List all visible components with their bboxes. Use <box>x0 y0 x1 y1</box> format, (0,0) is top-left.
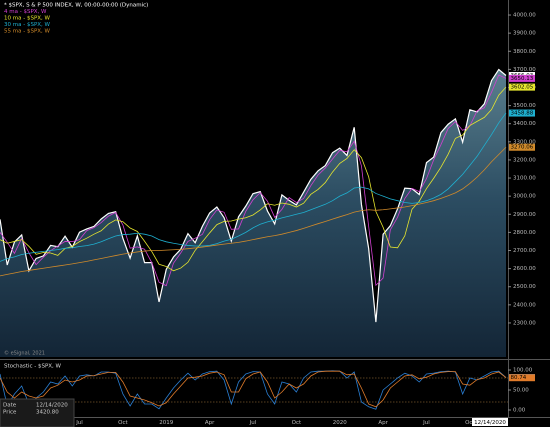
y-tick-label: 3700.00 <box>513 67 536 73</box>
y-tick-label: 3000.00 <box>513 194 536 200</box>
legend-entry: 4 ma - $SPX, W <box>4 9 47 15</box>
x-cursor-box <box>472 418 508 426</box>
y-tick-label: 2900.00 <box>513 212 536 218</box>
y-tick-label: 4000.00 <box>513 13 536 19</box>
x-tick-label: Jul <box>249 420 257 426</box>
x-tick-label: 12/14/2020 <box>474 420 506 426</box>
y-tick-label: 3800.00 <box>513 49 536 55</box>
y-tick-label: 0.00 <box>513 408 526 414</box>
last-value-box <box>509 374 535 382</box>
stoch-title: Stochastic - $SPX, W <box>4 364 62 370</box>
y-tick-label: 2400.00 <box>513 302 536 308</box>
x-tick-label: 2019 <box>159 420 173 426</box>
x-tick-label: Jul <box>75 420 83 426</box>
x-tick-label: Apr <box>205 420 215 426</box>
series-line <box>0 370 507 410</box>
y-tick-label: 2300.00 <box>513 320 536 326</box>
y-tick-label: 3200.00 <box>513 157 536 163</box>
data-window: Date 12/14/2020 Price 3420.80 <box>0 398 75 427</box>
last-value-label: 3650.13 <box>511 76 534 82</box>
last-value-label: 3602.05 <box>511 85 534 91</box>
y-tick-label: 50.00 <box>513 388 529 394</box>
legend-entry: 10 ma - $SPX, W <box>4 16 51 22</box>
last-value-box <box>509 143 535 151</box>
last-value-box <box>509 83 535 91</box>
y-tick-label: 2500.00 <box>513 284 536 290</box>
legend-entry: 55 ma - $SPX, W <box>4 29 51 35</box>
dw-value: 3420.80 <box>36 410 59 416</box>
x-tick-label: Oct <box>292 420 302 426</box>
legend-entry: 30 ma - $SPX, W <box>4 22 51 28</box>
dw-label: Price <box>3 410 17 416</box>
series-line <box>0 370 507 408</box>
y-tick-label: 3300.00 <box>513 139 536 145</box>
x-tick-label: Oct <box>118 420 128 426</box>
last-value-label: 3458.88 <box>511 111 534 117</box>
last-value-box <box>509 109 535 117</box>
y-tick-label: 3900.00 <box>513 31 536 37</box>
data-window-box <box>0 398 75 427</box>
y-tick-label: 3500.00 <box>513 103 536 109</box>
price-line <box>0 68 507 323</box>
y-tick-label: 3100.00 <box>513 176 536 182</box>
last-value-label: 80.74 <box>511 375 527 381</box>
credit: © eSignal, 2021 <box>4 350 45 357</box>
x-tick-label: 2020 <box>333 420 347 426</box>
dw-value: 12/14/2020 <box>36 403 68 409</box>
x-tick-label: Oct <box>465 420 475 426</box>
last-value-box <box>509 74 535 82</box>
legend-entry: * $SPX, S & P 500 INDEX, W, 00:00-00:00 … <box>4 3 148 9</box>
series-line <box>0 86 507 272</box>
x-tick-label: Jul <box>422 420 430 426</box>
y-tick-label: 3400.00 <box>513 121 536 127</box>
x-tick-label: Apr <box>378 420 388 426</box>
last-value-label: 3270.06 <box>511 145 534 151</box>
dw-label: Date <box>3 403 17 409</box>
series-line <box>0 112 507 262</box>
y-tick-label: 2700.00 <box>513 248 536 254</box>
y-tick-label: 100.00 <box>513 368 533 374</box>
series-line <box>0 74 507 287</box>
series-line <box>0 146 507 277</box>
y-tick-label: 2800.00 <box>513 230 536 236</box>
y-tick-label: 2600.00 <box>513 266 536 272</box>
